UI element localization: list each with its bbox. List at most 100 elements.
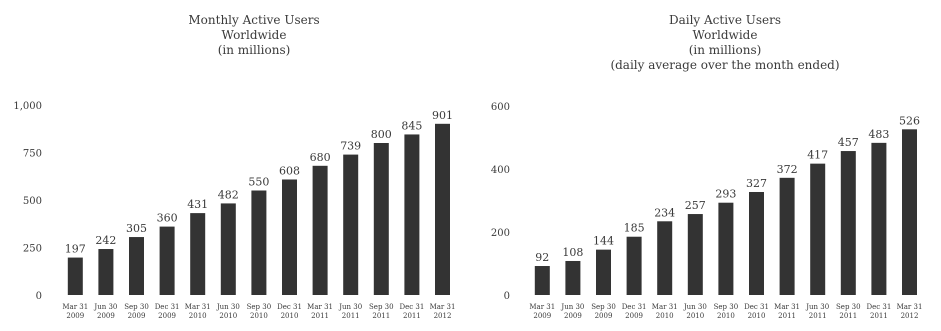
dau-x-tick-label: Jun 30 <box>805 303 829 311</box>
mau-x-tick-year: 2012 <box>434 312 452 320</box>
mau-x-tick-label: Sep 30 <box>124 303 149 311</box>
mau-chart-title: Monthly Active Users Worldwide (in million… <box>188 13 319 57</box>
dau-y-tick-label: 600 <box>491 102 510 113</box>
dau-bar <box>657 221 673 295</box>
mau-bar <box>159 226 175 295</box>
mau-bar <box>312 165 328 295</box>
dau-bar <box>534 266 550 295</box>
mau-value-label: 305 <box>126 222 147 235</box>
dau-bar <box>718 202 734 295</box>
dau-x-tick-label: Dec 31 <box>866 303 891 311</box>
dau-bar <box>871 142 887 295</box>
dau-x-tick-year: 2010 <box>656 312 674 320</box>
dau-chart-title: Daily Active Users Worldwide (in millions)… <box>610 13 839 72</box>
mau-y-tick-label: 0 <box>36 291 42 302</box>
dau-title-line: Worldwide <box>693 28 758 42</box>
mau-bar <box>435 123 450 295</box>
mau-x-tick-year: 2010 <box>281 312 299 320</box>
mau-bar <box>98 249 114 295</box>
mau-x-tick-year: 2010 <box>189 312 207 320</box>
mau-value-label: 482 <box>218 188 239 201</box>
dau-x-tick-label: Mar 31 <box>652 303 678 311</box>
dau-x-tick-label: Dec 31 <box>622 303 647 311</box>
dau-value-label: 526 <box>899 114 920 127</box>
dau-y-tick-label: 400 <box>491 165 510 176</box>
dau-value-label: 327 <box>746 177 767 190</box>
mau-x-tick-year: 2010 <box>250 312 268 320</box>
mau-x-tick-label: Jun 30 <box>216 303 240 311</box>
mau-value-label: 739 <box>340 140 361 153</box>
mau-x-tick-label: Jun 30 <box>93 303 117 311</box>
mau-value-label: 901 <box>432 109 453 122</box>
mau-x-tick-year: 2011 <box>311 312 329 320</box>
mau-x-tick-label: Mar 31 <box>62 303 88 311</box>
mau-x-tick-year: 2009 <box>97 312 115 320</box>
mau-x-tick-label: Sep 30 <box>369 303 394 311</box>
dau-title-line: (in millions) <box>689 43 762 57</box>
mau-x-tick-year: 2011 <box>372 312 390 320</box>
mau-value-label: 242 <box>95 234 116 247</box>
mau-x-tick-label: Mar 31 <box>430 303 456 311</box>
dau-value-label: 234 <box>654 206 675 219</box>
mau-x-tick-label: Mar 31 <box>307 303 333 311</box>
mau-x-tick-label: Dec 31 <box>399 303 424 311</box>
dau-bar <box>596 249 611 295</box>
dau-y-tick-label: 0 <box>504 291 510 302</box>
mau-x-tick-year: 2011 <box>403 312 421 320</box>
mau-x-tick-label: Dec 31 <box>277 303 302 311</box>
mau-bar <box>129 237 144 295</box>
mau-bar <box>373 143 389 295</box>
dau-bar <box>626 236 642 295</box>
dau-value-label: 372 <box>777 163 798 176</box>
dau-value-label: 92 <box>535 251 549 264</box>
dau-bar <box>779 177 795 295</box>
mau-y-tick-label: 750 <box>23 149 42 160</box>
dau-x-tick-year: 2011 <box>870 312 888 320</box>
mau-value-label: 431 <box>187 198 208 211</box>
dau-x-tick-label: Jun 30 <box>560 303 584 311</box>
dau-value-label: 483 <box>868 128 889 141</box>
dau-value-label: 257 <box>685 199 706 212</box>
dau-x-tick-label: Sep 30 <box>591 303 616 311</box>
dau-x-tick-year: 2012 <box>901 312 919 320</box>
mau-value-label: 550 <box>248 176 269 189</box>
mau-x-tick-year: 2009 <box>128 312 146 320</box>
mau-bar <box>220 203 236 295</box>
dau-x-tick-label: Mar 31 <box>897 303 923 311</box>
dau-value-label: 144 <box>593 235 614 248</box>
mau-value-label: 680 <box>310 151 331 164</box>
mau-x-tick-label: Mar 31 <box>185 303 211 311</box>
dau-title-line: (daily average over the month ended) <box>610 58 839 72</box>
mau-title-line: Monthly Active Users <box>188 13 319 27</box>
mau-value-label: 608 <box>279 164 300 177</box>
mau-x-tick-year: 2009 <box>66 312 84 320</box>
dau-x-tick-year: 2009 <box>625 312 643 320</box>
dau-value-label: 293 <box>715 188 736 201</box>
mau-bar <box>404 134 420 295</box>
mau-x-tick-year: 2011 <box>342 312 360 320</box>
mau-value-label: 197 <box>65 243 86 256</box>
dau-bar <box>902 129 917 295</box>
mau-y-tick-label: 1,000 <box>13 101 42 112</box>
mau-bar <box>343 154 359 295</box>
mau-value-label: 800 <box>371 128 392 141</box>
monthly-active-users-chart: Monthly Active Users Worldwide (in million… <box>13 13 455 320</box>
dau-x-tick-year: 2009 <box>533 312 551 320</box>
daily-active-users-chart: Daily Active Users Worldwide (in millions)… <box>491 13 923 320</box>
dau-value-label: 108 <box>562 246 583 259</box>
dau-x-tick-label: Sep 30 <box>714 303 739 311</box>
mau-bar <box>67 257 83 295</box>
mau-title-line: (in millions) <box>218 43 291 57</box>
mau-x-tick-label: Jun 30 <box>338 303 362 311</box>
dau-x-tick-label: Mar 31 <box>529 303 555 311</box>
mau-title-line: Worldwide <box>222 28 287 42</box>
mau-x-tick-label: Dec 31 <box>155 303 180 311</box>
dau-x-tick-label: Dec 31 <box>744 303 769 311</box>
dau-value-label: 417 <box>807 149 828 162</box>
dau-bar <box>565 260 581 295</box>
dau-x-tick-year: 2010 <box>748 312 766 320</box>
dau-x-tick-year: 2011 <box>839 312 857 320</box>
mau-bar <box>251 190 267 295</box>
dau-bar <box>687 214 703 295</box>
dau-x-tick-year: 2009 <box>564 312 582 320</box>
